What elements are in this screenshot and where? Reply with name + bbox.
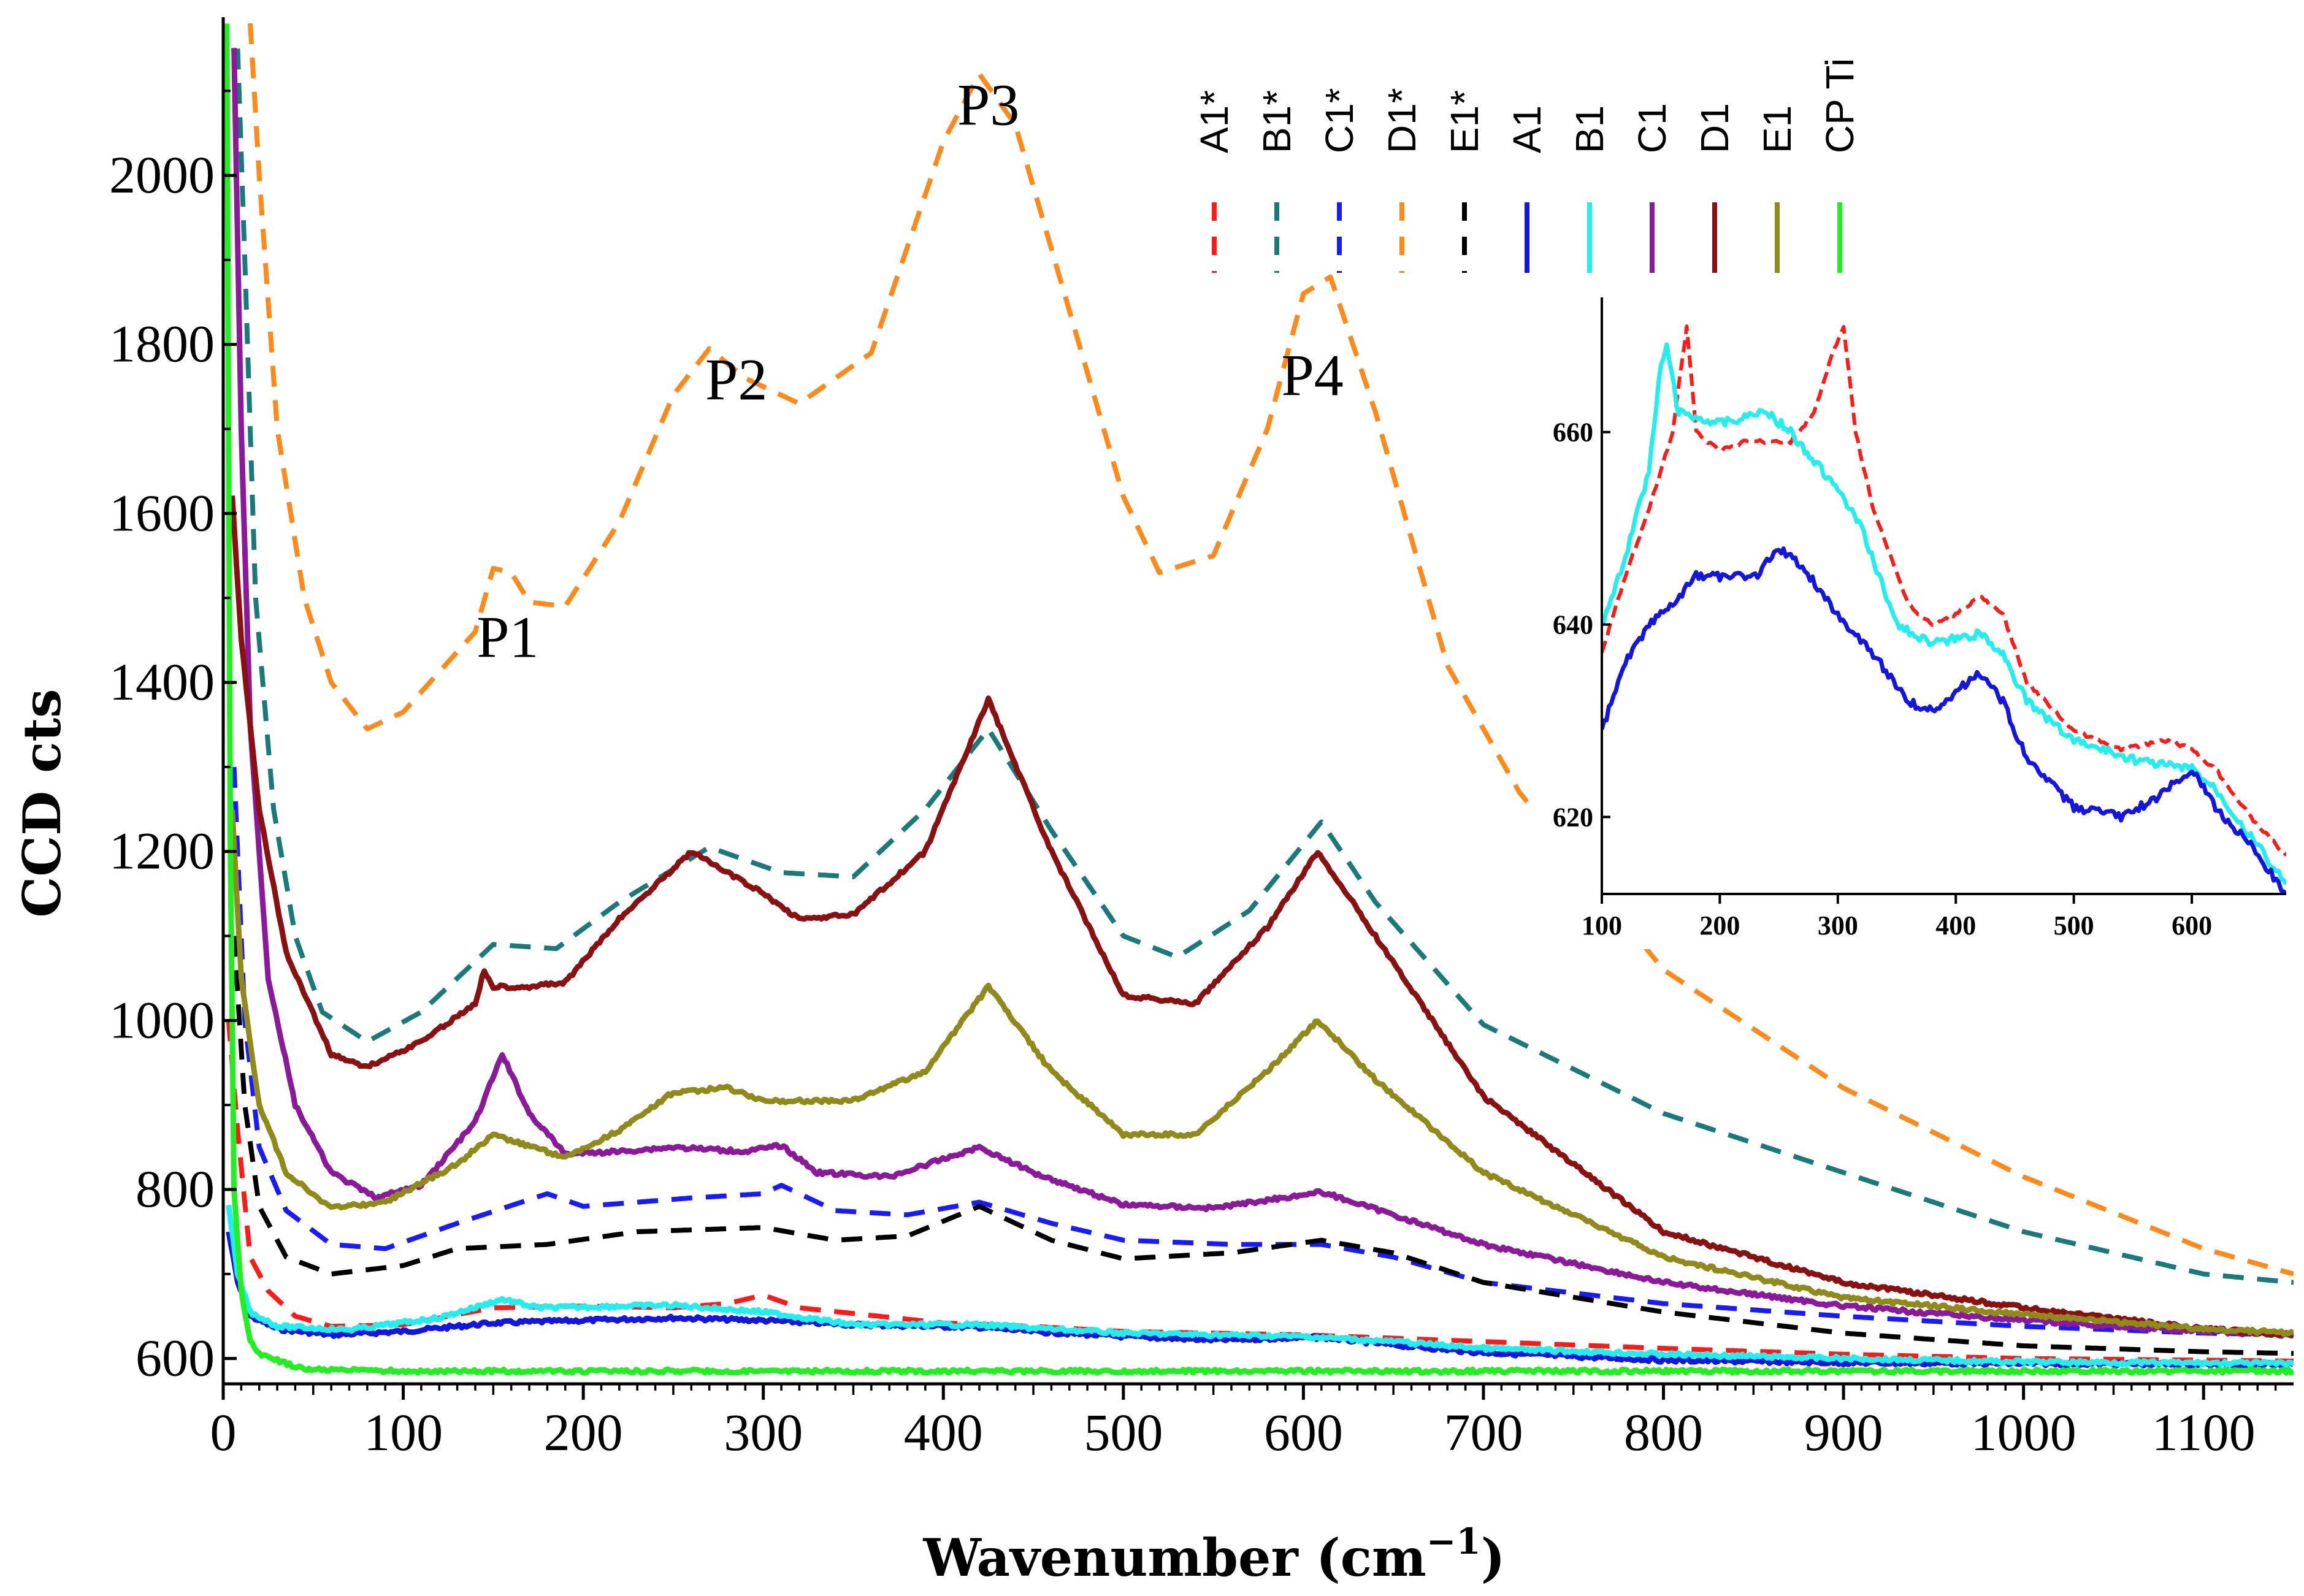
series-line-cp-ti (224, 23, 2294, 1376)
legend-entry-a1: A1 (1505, 105, 1549, 273)
x-axis-title-close: ) (1481, 1527, 1506, 1588)
x-tick-label: 0 (210, 1403, 237, 1462)
x-tick-label: 800 (1624, 1403, 1703, 1462)
x-tick-label: 500 (1084, 1403, 1163, 1462)
inset-x-tick-label: 400 (1935, 911, 1976, 941)
x-axis-title-superscript: −1 (1426, 1521, 1481, 1562)
series-line-c1-star (231, 766, 2294, 1338)
x-axis-title-main: Wavenumber (cm (923, 1527, 1426, 1588)
inset-y-tick-label: 620 (1553, 802, 1593, 832)
x-tick-label: 1100 (2152, 1403, 2256, 1462)
legend-label: A1* (1192, 90, 1236, 153)
x-tick-label: 100 (364, 1403, 443, 1462)
peak-label-p2: P2 (705, 346, 767, 412)
legend-label: E1* (1442, 90, 1487, 153)
inset-x-tick-label: 500 (2054, 911, 2094, 941)
inset-x-tick-label: 300 (1818, 911, 1858, 941)
series-line-b1 (226, 1204, 2294, 1369)
series-line-d1 (229, 495, 2294, 1338)
legend-entry-b1: B1 (1567, 105, 1612, 273)
legend-label: B1* (1255, 90, 1299, 153)
legend-entry-a1-star: A1* (1192, 90, 1236, 273)
series-line-e1-star (231, 936, 2294, 1356)
legend-entry-d1-star: D1* (1380, 88, 1424, 273)
x-tick-label: 700 (1444, 1403, 1523, 1462)
main-plot-axes: 600 800 1000 1200 1400 1600 1800 2000 0 100 200 300… (109, 17, 2294, 1462)
x-tick-label: 600 (1264, 1403, 1343, 1462)
x-axis-title: Wavenumber (cm−1) (923, 1521, 1506, 1588)
legend-entry-cp-ti: CP Ti (1818, 58, 1862, 273)
series-line-d1-star (248, 23, 2294, 1277)
inset-series-line-b1 (1602, 342, 2286, 886)
legend-label: D1* (1380, 88, 1424, 153)
x-tick-label: 200 (544, 1403, 623, 1462)
inset-y-tick-label: 660 (1553, 418, 1593, 448)
inset-background (1528, 285, 2292, 949)
legend-entry-c1-star: C1* (1317, 88, 1361, 273)
legend-label: A1 (1505, 105, 1549, 153)
peak-labels: P1 P2 P3 P4 (476, 72, 1344, 670)
inset-x-tick-label: 600 (2172, 911, 2212, 941)
legend-label: B1 (1567, 105, 1612, 153)
y-tick-label: 600 (136, 1329, 215, 1388)
x-tick-label: 900 (1804, 1403, 1883, 1462)
peak-label-p1: P1 (476, 605, 538, 670)
inset-series-line-a1-star (1602, 324, 2286, 857)
legend: A1* B1* C1* D1* E1* A1 B1 C1 D1 E1 CP Ti (1192, 58, 1862, 273)
peak-label-p3: P3 (957, 72, 1019, 137)
y-axis-title: CCD cts (12, 689, 72, 917)
y-tick-label: 2000 (109, 145, 215, 204)
legend-entry-b1-star: B1* (1255, 90, 1299, 273)
y-tick-label: 800 (136, 1159, 215, 1218)
legend-label: D1 (1693, 103, 1737, 153)
y-tick-label: 1000 (109, 990, 215, 1049)
y-tick-label: 1400 (109, 652, 215, 711)
main-plot-series (224, 23, 2294, 1376)
series-line-e1 (229, 809, 2294, 1337)
legend-entry-d1: D1 (1693, 103, 1737, 273)
legend-label: E1 (1755, 105, 1799, 153)
inset-x-tick-label: 100 (1582, 911, 1622, 941)
series-line-b1-star (235, 48, 2294, 1285)
legend-label: C1 (1630, 103, 1674, 153)
inset-y-tick-label: 640 (1553, 610, 1593, 640)
x-tick-label: 1000 (1971, 1403, 2076, 1462)
x-tick-label: 300 (724, 1403, 803, 1462)
y-tick-label: 1600 (109, 483, 215, 542)
legend-entry-e1-star: E1* (1442, 90, 1487, 273)
inset-chart: 620 640 660 100 200 300 400 500 600 (1528, 285, 2292, 949)
y-tick-label: 1800 (109, 315, 215, 373)
legend-entry-c1: C1 (1630, 103, 1674, 273)
y-tick-label: 1200 (109, 822, 215, 880)
legend-label: C1* (1317, 88, 1361, 153)
inset-series-line-a1 (1602, 546, 2286, 894)
legend-label: CP Ti (1818, 58, 1862, 153)
inset-x-tick-label: 200 (1699, 911, 1740, 941)
peak-label-p4: P4 (1281, 342, 1343, 408)
legend-entry-e1: E1 (1755, 105, 1799, 273)
x-tick-label: 400 (904, 1403, 983, 1462)
